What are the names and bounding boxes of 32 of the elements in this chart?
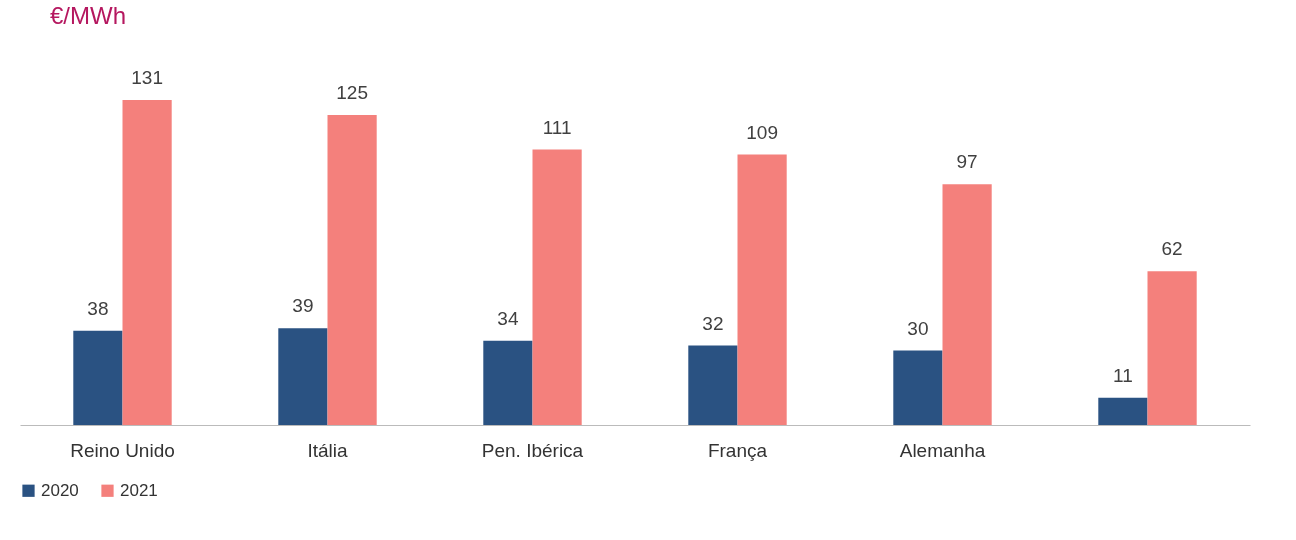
x-tick-label: Itália [307,439,348,461]
data-label: 32 [702,312,724,334]
x-tick-label: Reino Unido [70,439,175,461]
data-label: 11 [1113,364,1133,386]
bar [1098,397,1148,425]
chart-title: €/MWh [50,2,127,29]
legend-label: 2021 [120,480,158,500]
data-label: 39 [292,295,314,317]
bar [737,154,787,425]
data-label: 125 [336,81,368,103]
data-label: 34 [497,307,519,329]
data-label: 109 [746,121,778,143]
bar [893,350,943,425]
bar [942,184,992,425]
data-label: 111 [542,116,572,138]
data-label: 62 [1161,238,1183,260]
bar [73,330,123,425]
bar [1147,271,1197,425]
data-label: 38 [87,297,109,319]
data-label: 131 [131,67,163,88]
data-label: 97 [956,151,978,173]
x-tick-label: França [707,439,768,461]
bar [122,100,172,425]
bar [483,340,533,425]
x-tick-label: Alemanha [899,439,986,461]
bar [688,345,738,425]
bar [532,149,582,425]
data-label: 30 [907,317,929,339]
legend-label: 2020 [41,480,79,500]
x-tick-label: Pen. Ibérica [481,439,584,461]
bar [327,114,377,425]
bar [278,328,328,425]
